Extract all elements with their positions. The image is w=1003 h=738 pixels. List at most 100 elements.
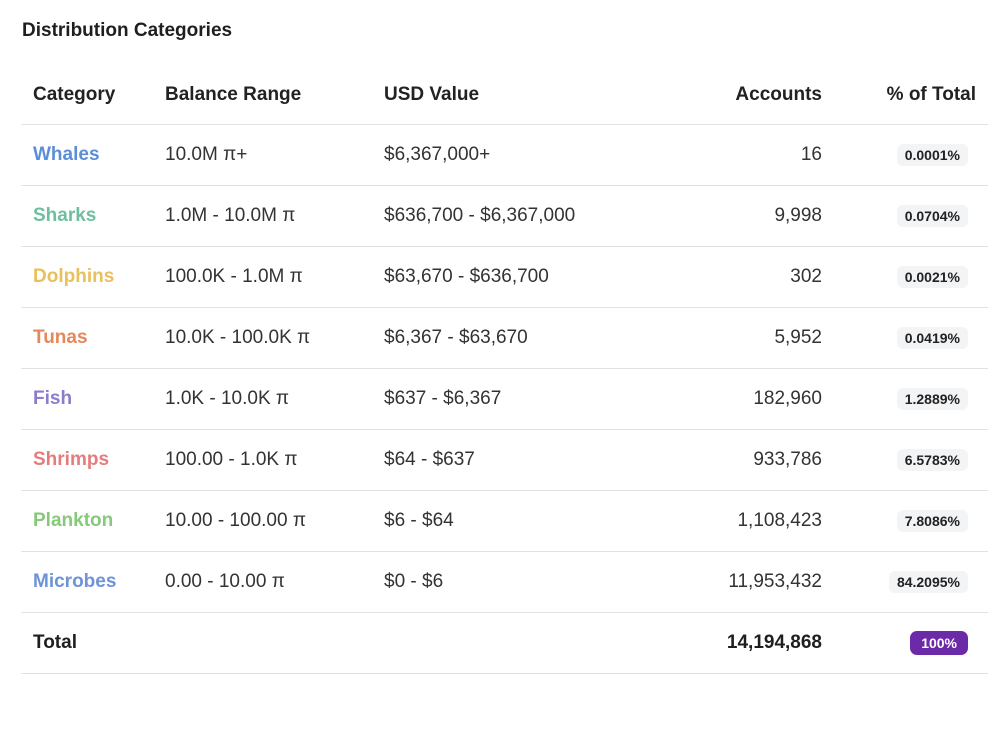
accounts-cell: 5,952 [634, 307, 822, 369]
balance-range: 10.0M π+ [165, 144, 248, 165]
category-cell: Shrimps [21, 429, 165, 491]
usd-value: $6,367 - $63,670 [384, 327, 528, 348]
usd-value: $636,700 - $6,367,000 [384, 205, 576, 226]
usd-value: $6 - $64 [384, 510, 454, 531]
header-balance-range[interactable]: Balance Range [165, 66, 384, 125]
total-label-text: Total [33, 632, 77, 653]
usd-value-cell: $6,367,000+ [384, 124, 634, 186]
category-name[interactable]: Plankton [33, 510, 114, 531]
table-row: Microbes 0.00 - 10.00 π $0 - $6 11,953,432 8… [21, 551, 988, 613]
header-percent-total[interactable]: % of Total [822, 66, 988, 125]
header-usd-value[interactable]: USD Value [384, 66, 634, 125]
table-row: Shrimps 100.00 - 1.0K π $64 - $637 933,786 6… [21, 429, 988, 491]
table-body: Whales 10.0M π+ $6,367,000+ 16 0.0001% Sharks… [21, 124, 988, 613]
category-cell: Whales [21, 124, 165, 186]
total-percent-badge: 100% [910, 631, 968, 655]
accounts-cell: 302 [634, 246, 822, 308]
balance-range-cell: 100.0K - 1.0M π [165, 246, 384, 308]
distribution-table: Category Balance Range USD Value Account… [21, 66, 988, 674]
balance-range: 1.0M - 10.0M π [165, 205, 296, 226]
usd-value-cell: $6 - $64 [384, 490, 634, 552]
category-name[interactable]: Microbes [33, 571, 117, 592]
header-accounts[interactable]: Accounts [634, 66, 822, 125]
accounts-cell: 182,960 [634, 368, 822, 430]
percent-badge: 6.5783% [896, 449, 968, 471]
percent-badge: 0.0704% [896, 205, 968, 227]
category-name[interactable]: Dolphins [33, 266, 115, 287]
balance-range-cell: 1.0K - 10.0K π [165, 368, 384, 430]
percent-cell: 0.0704% [822, 185, 988, 247]
category-cell: Dolphins [21, 246, 165, 308]
usd-value: $63,670 - $636,700 [384, 266, 549, 287]
balance-range: 10.0K - 100.0K π [165, 327, 311, 348]
balance-range-cell: 100.00 - 1.0K π [165, 429, 384, 491]
usd-value: $637 - $6,367 [384, 388, 502, 409]
balance-range-cell: 10.00 - 100.00 π [165, 490, 384, 552]
percent-badge: 84.2095% [888, 571, 968, 593]
category-cell: Tunas [21, 307, 165, 369]
accounts-cell: 11,953,432 [634, 551, 822, 613]
category-name[interactable]: Sharks [33, 205, 97, 226]
category-name[interactable]: Whales [33, 144, 100, 165]
usd-value: $6,367,000+ [384, 144, 491, 165]
table-row: Whales 10.0M π+ $6,367,000+ 16 0.0001% [21, 124, 988, 186]
accounts-count: 1,108,423 [737, 510, 822, 531]
accounts-cell: 933,786 [634, 429, 822, 491]
balance-range-cell: 10.0M π+ [165, 124, 384, 186]
percent-cell: 1.2889% [822, 368, 988, 430]
accounts-cell: 9,998 [634, 185, 822, 247]
balance-range-cell: 0.00 - 10.00 π [165, 551, 384, 613]
category-cell: Sharks [21, 185, 165, 247]
balance-range: 10.00 - 100.00 π [165, 510, 306, 531]
category-name[interactable]: Fish [33, 388, 73, 409]
accounts-count: 11,953,432 [728, 571, 822, 592]
table-row: Sharks 1.0M - 10.0M π $636,700 - $6,367,00… [21, 185, 988, 247]
total-range-cell [165, 612, 384, 674]
accounts-cell: 16 [634, 124, 822, 186]
category-cell: Plankton [21, 490, 165, 552]
accounts-count: 16 [800, 144, 822, 165]
usd-value-cell: $636,700 - $6,367,000 [384, 185, 634, 247]
accounts-count: 5,952 [774, 327, 822, 348]
balance-range: 0.00 - 10.00 π [165, 571, 285, 592]
usd-value: $0 - $6 [384, 571, 444, 592]
total-row: Total 14,194,868 100% [21, 612, 988, 674]
percent-cell: 0.0021% [822, 246, 988, 308]
section-title: Distribution Categories [22, 20, 233, 41]
category-cell: Fish [21, 368, 165, 430]
balance-range: 100.0K - 1.0M π [165, 266, 303, 287]
total-percent-cell: 100% [822, 612, 988, 674]
balance-range: 1.0K - 10.0K π [165, 388, 290, 409]
percent-cell: 84.2095% [822, 551, 988, 613]
accounts-cell: 1,108,423 [634, 490, 822, 552]
table-row: Plankton 10.00 - 100.00 π $6 - $64 1,108,42… [21, 490, 988, 552]
usd-value-cell: $64 - $637 [384, 429, 634, 491]
table-row: Dolphins 100.0K - 1.0M π $63,670 - $636,70… [21, 246, 988, 308]
accounts-count: 182,960 [753, 388, 822, 409]
usd-value-cell: $6,367 - $63,670 [384, 307, 634, 369]
usd-value-cell: $63,670 - $636,700 [384, 246, 634, 308]
category-name[interactable]: Shrimps [33, 449, 110, 470]
total-usd-cell [384, 612, 634, 674]
total-accounts-cell: 14,194,868 [634, 612, 822, 674]
header-category[interactable]: Category [21, 66, 165, 125]
category-cell: Microbes [21, 551, 165, 613]
percent-cell: 6.5783% [822, 429, 988, 491]
percent-badge: 0.0021% [896, 266, 968, 288]
usd-value-cell: $637 - $6,367 [384, 368, 634, 430]
balance-range: 100.00 - 1.0K π [165, 449, 298, 470]
usd-value-cell: $0 - $6 [384, 551, 634, 613]
table-row: Fish 1.0K - 10.0K π $637 - $6,367 182,960 1.… [21, 368, 988, 430]
total-accounts: 14,194,868 [726, 632, 822, 653]
usd-value: $64 - $637 [384, 449, 475, 470]
table-row: Tunas 10.0K - 100.0K π $6,367 - $63,670 5,9… [21, 307, 988, 369]
balance-range-cell: 10.0K - 100.0K π [165, 307, 384, 369]
balance-range-cell: 1.0M - 10.0M π [165, 185, 384, 247]
percent-badge: 0.0419% [896, 327, 968, 349]
category-name[interactable]: Tunas [33, 327, 88, 348]
total-label: Total [21, 612, 165, 674]
accounts-count: 302 [790, 266, 822, 287]
percent-cell: 0.0001% [822, 124, 988, 186]
percent-badge: 7.8086% [896, 510, 968, 532]
